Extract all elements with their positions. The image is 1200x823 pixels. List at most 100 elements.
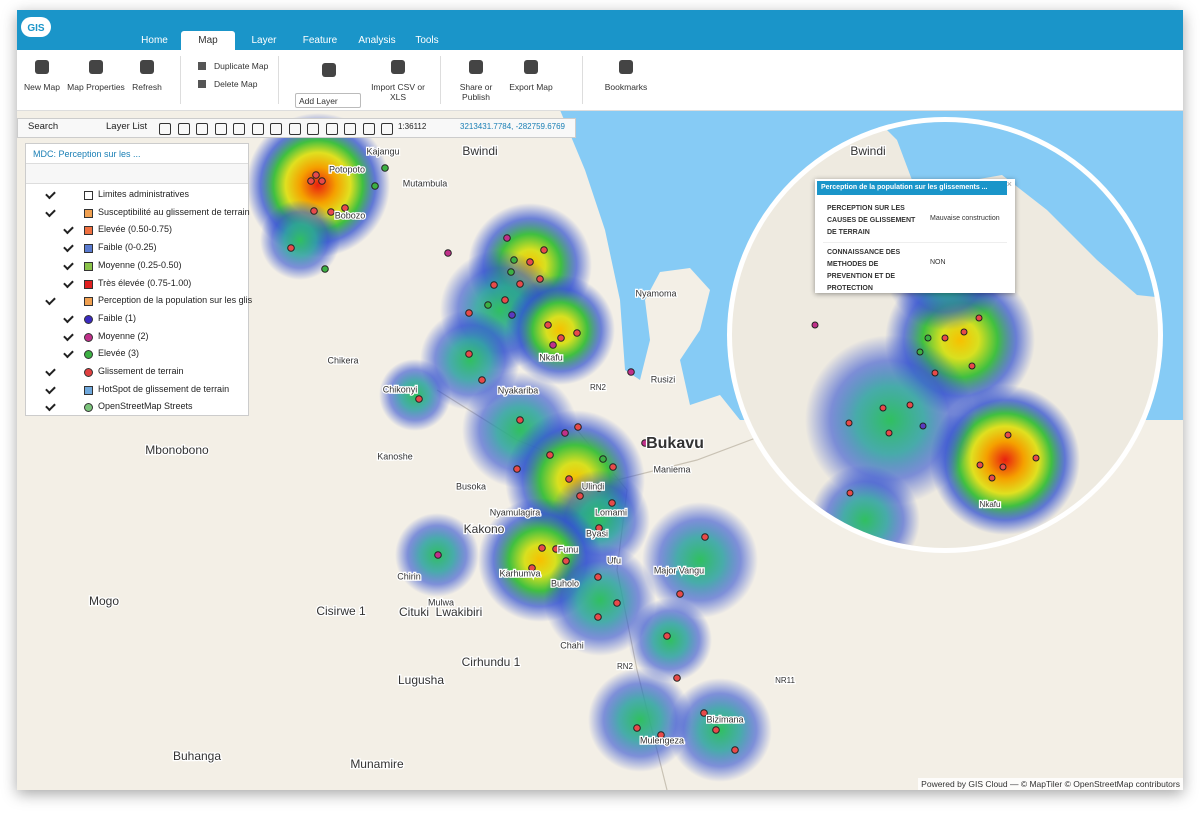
swatch [84,279,93,289]
swatch [84,244,93,254]
place-label: Maniema [653,464,690,474]
button-label: Export Map [509,82,553,92]
map-point [595,484,603,492]
ribbon-button[interactable]: Map Properties [65,60,127,108]
layer-row[interactable]: Moyenne (0.25-0.50) [26,257,248,275]
map-point [613,599,621,607]
panel-controls [26,164,248,184]
heat-blob [668,678,772,782]
layer-row[interactable]: Elevée (3) [26,345,248,363]
search[interactable]: Search [28,121,59,132]
map-point [540,246,548,254]
tool-icon[interactable] [344,123,356,135]
tool-icon[interactable] [362,123,375,135]
ribbon-button[interactable]: Share or Publish [445,60,507,108]
button-icon [35,60,49,74]
map-point [287,244,295,252]
tab[interactable]: Map [181,31,235,50]
tool-icon[interactable] [381,123,393,135]
tab[interactable]: Analysis [358,35,396,46]
ribbon-button[interactable]: Export Map [500,60,562,108]
layer-label: Faible (0-0.25) [98,242,157,253]
small-button[interactable]: Duplicate Map [214,61,269,71]
ribbon-button[interactable]: New Map [17,60,73,108]
map-point [321,265,329,273]
layer-row[interactable]: OpenStreetMap Streets [26,398,248,416]
map-point [846,489,854,497]
tool-icon[interactable] [177,123,190,135]
ribbon-button[interactable]: Import CSV or XLS [367,60,429,108]
logo[interactable]: GIS [21,17,51,37]
map-point [731,746,739,754]
layer-row[interactable]: HotSpot de glissement de terrain [26,381,248,399]
small-button[interactable]: Delete Map [214,79,258,89]
popup-field: PERCEPTION SUR LES CAUSES DE GLISSEMENT … [827,205,916,236]
tab[interactable]: Tools [415,35,439,46]
heat-blob [505,275,615,385]
map-point [318,177,326,185]
tool-icon[interactable] [214,123,227,135]
button-label: New Map [24,82,60,92]
layer-row[interactable]: Moyenne (2) [26,328,248,346]
map-point [415,395,423,403]
tool-icon[interactable] [325,123,338,135]
map-point [484,301,492,309]
popup-close[interactable]: × [1006,179,1012,189]
add-layer[interactable]: Add Layer [295,93,361,108]
place-label: Cituki [399,605,429,619]
tool-icon[interactable] [270,123,282,135]
map-point [879,404,887,412]
layer-label: Moyenne (0.25-0.50) [98,259,182,270]
header: GIS Home Map Layer Feature Analysis Tools [17,10,1183,50]
place-label: Byasi [586,528,608,538]
layer-row[interactable]: Glissement de terrain [26,363,248,381]
tab[interactable]: Feature [302,35,338,46]
ribbon-button[interactable]: Refresh [116,60,178,108]
layer-row[interactable]: Faible (1) [26,310,248,328]
place-label: Lugusha [398,673,444,687]
check [63,330,74,341]
place-label: Lwakibiri [436,605,483,619]
tool-icon[interactable] [233,123,245,135]
tool-icon[interactable] [288,123,301,135]
map-point [371,182,379,190]
layer-list[interactable]: Layer List [106,121,148,132]
place-label: Funu [558,544,579,554]
layer-row[interactable]: Perception de la population sur les glis [26,292,252,310]
map-point [536,275,544,283]
tool-icon[interactable] [159,123,171,135]
panel-title[interactable]: MDC: Perception sur les ... [26,144,248,164]
app-window: Bwindi Kajangu Potopoto Mutambula Bobozo Nyam… [17,10,1183,790]
tool-icon[interactable] [307,123,319,135]
map-point [663,632,671,640]
layer-panel: MDC: Perception sur les ... Limites admi… [25,143,252,416]
layer-row[interactable]: Faible (0-0.25) [26,239,248,257]
map-point [310,207,318,215]
ribbon-button[interactable]: Bookmarks [595,60,657,108]
place-label: NR11 [930,581,950,590]
map-point [562,557,570,565]
separator [440,56,441,104]
map-point [555,580,563,588]
place-label: Chikonyi [383,384,418,394]
map-point [381,164,389,172]
layer-label: Très élevée (0.75-1.00) [98,277,192,288]
tab[interactable]: Home [141,35,168,46]
tab[interactable]: Layer [251,35,277,46]
layer-label: Moyenne (2) [98,330,149,341]
check [63,241,74,253]
layer-row[interactable]: Limites administratives [26,186,248,204]
map-point [478,376,486,384]
check [63,277,74,288]
layer-row[interactable]: Elevée (0.50-0.75) [26,221,248,239]
map-point [508,311,516,319]
heat-blob [379,359,451,431]
place-label: Buholo [551,578,579,588]
attribution: Powered by GIS Cloud — © MapTiler © Open… [918,778,1183,790]
layer-row[interactable]: Très élevée (0.75-1.00) [26,275,248,293]
tool-icon[interactable] [196,123,208,135]
tool-icon[interactable] [251,123,264,135]
layer-row[interactable]: Susceptibilité au glissement de terrain [26,204,250,222]
button-icon [89,60,103,74]
